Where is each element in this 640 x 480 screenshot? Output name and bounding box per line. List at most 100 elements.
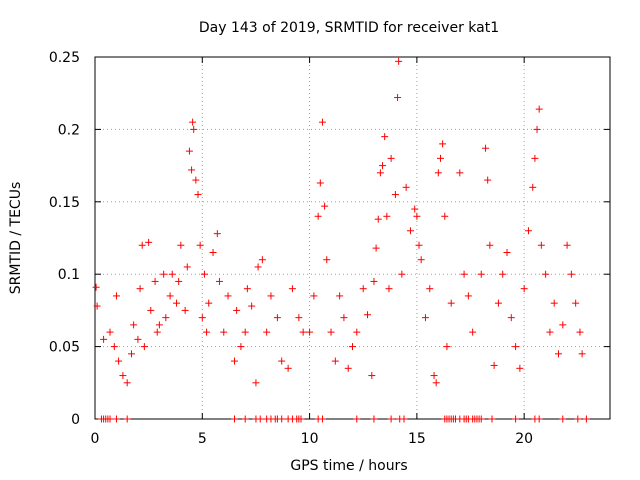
data-point: [464, 292, 472, 300]
data-point: [189, 118, 197, 126]
data-point: [524, 227, 532, 235]
data-point: [421, 314, 429, 322]
x-tick-label: 15: [408, 431, 426, 447]
x-axis-label: GPS time / hours: [290, 458, 407, 474]
data-point: [147, 306, 155, 314]
data-point: [306, 328, 314, 336]
data-point: [374, 215, 382, 223]
data-point: [106, 328, 114, 336]
data-point: [499, 270, 507, 278]
plot-frame: [94, 56, 611, 420]
data-point: [256, 415, 264, 423]
data-point: [196, 241, 204, 249]
data-point: [203, 328, 211, 336]
data-point: [160, 270, 168, 278]
data-point: [535, 105, 543, 113]
data-point: [537, 241, 545, 249]
data-point: [183, 263, 191, 271]
data-point: [542, 270, 550, 278]
data-point: [243, 285, 251, 293]
data-point: [400, 415, 408, 423]
data-point: [490, 361, 498, 369]
data-point: [572, 299, 580, 307]
data-point: [477, 415, 485, 423]
data-point: [295, 314, 303, 322]
data-point: [112, 415, 120, 423]
y-tick-labels: 0 0.05 0.1 0.15 0.2 0.25: [49, 50, 80, 428]
data-point: [432, 379, 440, 387]
axis-ticks: [94, 56, 610, 420]
data-point: [447, 299, 455, 307]
data-point: [559, 415, 567, 423]
data-point: [359, 285, 367, 293]
data-point: [331, 357, 339, 365]
data-point: [134, 335, 142, 343]
x-tick-label: 20: [515, 431, 533, 447]
data-point: [106, 415, 114, 423]
data-point: [576, 328, 584, 336]
data-point: [376, 169, 384, 177]
y-axis-label: SRMTID / TECUs: [8, 182, 24, 295]
data-point: [507, 314, 515, 322]
data-point: [278, 357, 286, 365]
data-point: [520, 285, 528, 293]
data-point: [127, 350, 135, 358]
x-tick-labels: 0 5 10 15 20: [91, 431, 534, 447]
data-point: [512, 415, 520, 423]
data-point: [288, 285, 296, 293]
data-point: [381, 133, 389, 141]
data-point: [578, 350, 586, 358]
data-point: [402, 183, 410, 191]
data-point: [529, 183, 537, 191]
data-point: [430, 372, 438, 380]
data-point: [368, 372, 376, 380]
data-point: [314, 212, 322, 220]
data-point: [190, 125, 198, 133]
data-point: [263, 328, 271, 336]
data-point: [344, 364, 352, 372]
data-point: [353, 415, 361, 423]
data-point: [349, 343, 356, 351]
data-point: [123, 415, 131, 423]
data-point: [230, 357, 238, 365]
x-tick-label: 0: [91, 431, 100, 447]
data-point: [383, 212, 391, 220]
data-point: [340, 314, 348, 322]
data-point: [110, 343, 118, 351]
data-point: [241, 415, 249, 423]
data-point: [494, 299, 502, 307]
data-point: [488, 415, 496, 423]
data-point: [155, 321, 163, 329]
data-point: [426, 285, 434, 293]
data-point: [215, 277, 223, 285]
data-point: [406, 227, 414, 235]
data-point: [413, 212, 421, 220]
data-point: [353, 328, 361, 336]
data-point: [194, 191, 202, 199]
data-point: [411, 205, 419, 213]
data-point: [439, 140, 447, 148]
data-point: [213, 230, 221, 238]
data-point: [318, 118, 326, 126]
data-point: [115, 357, 123, 365]
y-tick-label: 0.25: [49, 50, 80, 66]
data-point: [555, 350, 562, 358]
data-point: [119, 372, 127, 380]
data-point: [417, 256, 425, 264]
data-point: [533, 125, 541, 133]
data-point: [387, 415, 395, 423]
data-point: [516, 364, 524, 372]
grid-lines: [95, 57, 610, 419]
x-tick-label: 5: [198, 431, 207, 447]
y-tick-label: 0.2: [58, 122, 80, 138]
data-point: [379, 162, 387, 170]
data-point: [321, 202, 329, 210]
data-point: [224, 292, 232, 300]
data-point: [323, 256, 331, 264]
data-point: [138, 241, 146, 249]
data-point: [336, 292, 344, 300]
data-point: [136, 285, 144, 293]
data-point: [200, 270, 208, 278]
data-point: [258, 256, 266, 264]
data-point: [140, 343, 148, 351]
